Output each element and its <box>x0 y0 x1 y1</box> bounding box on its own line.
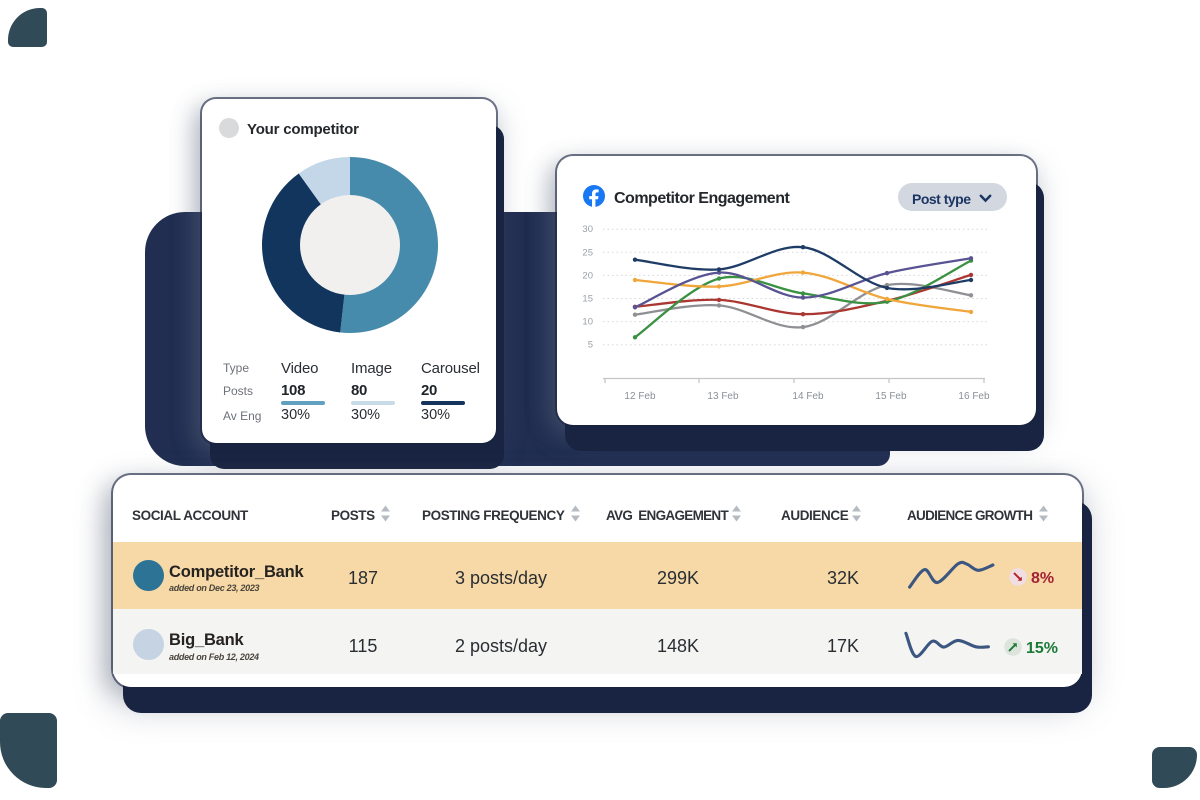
svg-text:15 Feb: 15 Feb <box>875 391 907 402</box>
svg-text:13 Feb: 13 Feb <box>707 391 739 402</box>
svg-text:14 Feb: 14 Feb <box>792 391 824 402</box>
svg-text:12 Feb: 12 Feb <box>624 391 656 402</box>
svg-text:30: 30 <box>582 224 593 235</box>
svg-text:10: 10 <box>582 317 593 328</box>
svg-text:15: 15 <box>582 294 593 305</box>
svg-text:16 Feb: 16 Feb <box>958 391 990 402</box>
svg-text:5: 5 <box>588 340 593 351</box>
svg-text:20: 20 <box>582 270 593 281</box>
svg-text:25: 25 <box>582 247 593 258</box>
